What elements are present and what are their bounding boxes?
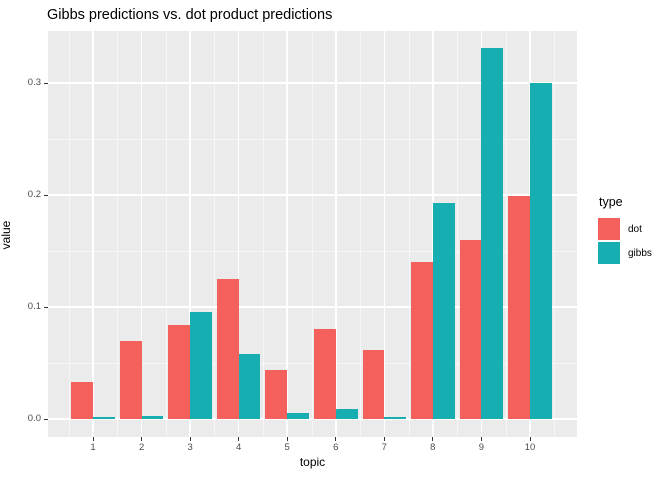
bar-dot-topic-7 xyxy=(362,349,385,419)
bar-dot-topic-5 xyxy=(265,369,288,419)
x-axis-title: topic xyxy=(299,455,326,469)
legend-title: type xyxy=(599,195,623,209)
major-gridline-vertical xyxy=(383,31,385,437)
legend-item-dot: dot xyxy=(598,218,652,240)
minor-gridline-horizontal xyxy=(48,363,577,364)
x-tick-label: 5 xyxy=(284,442,290,453)
x-tick-label: 6 xyxy=(333,442,339,453)
bar-gibbs-topic-9 xyxy=(481,48,504,419)
bar-gibbs-topic-1 xyxy=(93,416,115,419)
minor-gridline-vertical xyxy=(117,31,119,437)
bar-gibbs-topic-4 xyxy=(238,354,261,419)
y-axis-tick xyxy=(43,194,48,196)
chart-title: Gibbs predictions vs. dot product predic… xyxy=(47,7,333,23)
x-axis-tick xyxy=(529,437,531,441)
bar-dot-topic-6 xyxy=(313,329,336,419)
bar-dot-topic-3 xyxy=(168,324,191,419)
y-tick-label: 0.0 xyxy=(27,413,41,424)
minor-gridline-vertical xyxy=(165,31,167,437)
y-axis-title: value xyxy=(0,220,13,250)
x-tick-label: 7 xyxy=(381,442,387,453)
bar-gibbs-topic-5 xyxy=(287,413,309,419)
minor-gridline-vertical xyxy=(262,31,264,437)
major-gridline-vertical xyxy=(286,31,288,437)
major-gridline-vertical xyxy=(92,31,94,437)
bar-gibbs-topic-7 xyxy=(384,416,407,419)
minor-gridline-vertical xyxy=(214,31,216,437)
y-axis-tick xyxy=(43,306,48,308)
minor-gridline-vertical xyxy=(505,31,507,437)
x-tick-label: 9 xyxy=(478,442,485,453)
x-tick-label: 8 xyxy=(430,442,436,453)
legend-key-gibbs xyxy=(598,242,620,264)
major-gridline-vertical xyxy=(237,31,240,437)
x-tick-label: 1 xyxy=(90,442,96,453)
x-axis-tick xyxy=(92,437,94,441)
x-axis-tick xyxy=(189,437,191,441)
x-axis-tick xyxy=(480,437,482,441)
minor-gridline-vertical xyxy=(311,31,313,437)
bar-dot-topic-9 xyxy=(459,239,482,419)
minor-gridline-vertical xyxy=(457,31,459,437)
x-tick-label: 3 xyxy=(187,442,193,453)
bar-gibbs-topic-10 xyxy=(529,83,552,419)
x-axis-tick xyxy=(335,437,337,441)
bar-dot-topic-10 xyxy=(508,196,530,419)
y-axis-tick xyxy=(43,82,48,84)
x-tick-label: 2 xyxy=(138,442,145,453)
bar-gibbs-topic-6 xyxy=(335,408,358,419)
major-gridline-horizontal xyxy=(48,194,577,196)
minor-gridline-horizontal xyxy=(48,251,577,252)
bar-dot-topic-8 xyxy=(411,262,433,419)
x-axis-tick xyxy=(238,437,240,441)
major-gridline-vertical xyxy=(480,31,483,437)
y-tick-label: 0.1 xyxy=(27,301,41,312)
legend: type dot gibbs xyxy=(598,195,652,266)
legend-label: dot xyxy=(628,223,642,235)
x-axis-tick xyxy=(383,437,385,441)
x-axis-tick xyxy=(432,437,434,441)
x-tick-label: 4 xyxy=(235,442,242,453)
bar-dot-topic-4 xyxy=(216,279,239,419)
minor-gridline-vertical xyxy=(408,31,410,437)
bar-gibbs-topic-2 xyxy=(141,415,164,419)
x-axis-tick xyxy=(286,437,288,441)
minor-gridline-vertical xyxy=(554,31,556,437)
legend-items: dot gibbs xyxy=(598,218,652,264)
bar-dot-topic-2 xyxy=(119,340,142,419)
minor-gridline-horizontal xyxy=(48,139,577,140)
bar-gibbs-topic-3 xyxy=(190,311,212,419)
bar-dot-topic-1 xyxy=(71,382,93,419)
legend-label: gibbs xyxy=(628,247,652,259)
y-axis-tick xyxy=(43,418,48,420)
x-axis-tick xyxy=(141,437,143,441)
legend-item-gibbs: gibbs xyxy=(598,242,652,264)
x-tick-label: 10 xyxy=(524,442,536,453)
minor-gridline-vertical xyxy=(360,31,361,437)
y-tick-label: 0.2 xyxy=(27,189,41,200)
major-gridline-vertical xyxy=(189,31,191,437)
y-tick-label: 0.3 xyxy=(27,77,41,88)
plot-panel xyxy=(48,31,577,437)
major-gridline-vertical xyxy=(335,31,337,437)
major-gridline-horizontal xyxy=(48,418,577,420)
bar-gibbs-topic-8 xyxy=(432,202,455,419)
legend-key-dot xyxy=(598,218,620,240)
major-gridline-horizontal xyxy=(48,306,577,308)
major-gridline-vertical xyxy=(140,31,143,437)
major-gridline-horizontal xyxy=(48,82,577,84)
minor-gridline-vertical xyxy=(68,31,70,437)
